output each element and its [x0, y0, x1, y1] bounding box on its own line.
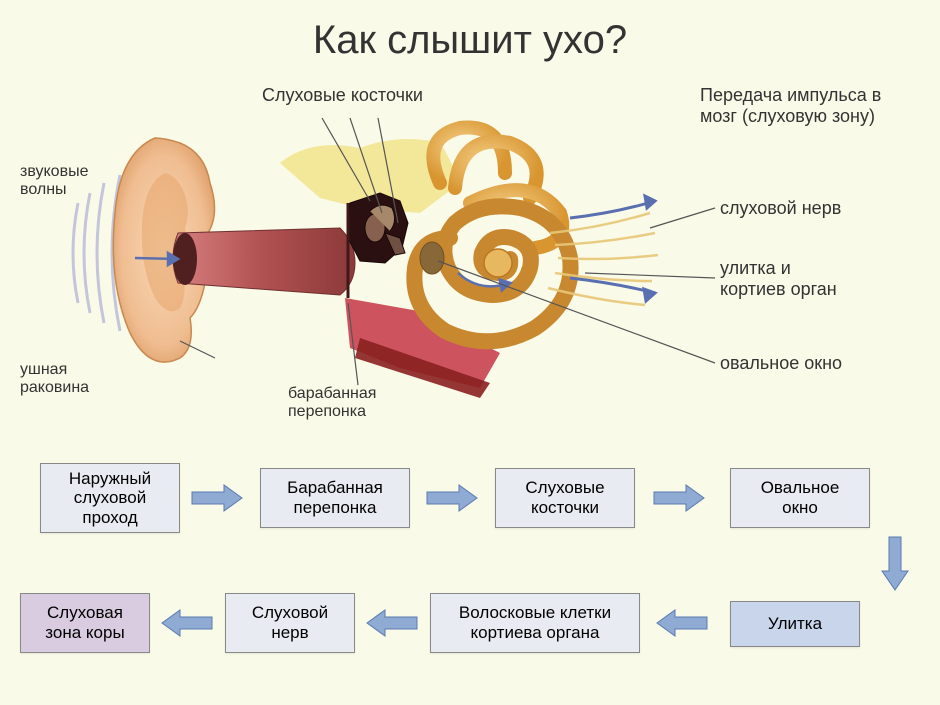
- label-sound-waves: звуковые волны: [20, 163, 88, 200]
- flow-box-nerve: Слуховой нерв: [225, 593, 355, 653]
- label-ossicles: Слуховые косточки: [262, 85, 423, 106]
- flow-box-cochlea: Улитка: [730, 601, 860, 647]
- arrow-left-icon: [365, 608, 419, 638]
- arrow-left-icon: [655, 608, 709, 638]
- ear-illustration: [60, 83, 680, 423]
- arrow-right-icon: [425, 483, 479, 513]
- flow-box-ossicles: Слуховые косточки: [495, 468, 635, 528]
- flow-box-canal: Наружный слуховой проход: [40, 463, 180, 533]
- label-oval-window: овальное окно: [720, 353, 842, 374]
- flow-box-cortex: Слуховая зона коры: [20, 593, 150, 653]
- arrow-down-icon: [880, 535, 910, 593]
- flow-box-haircells: Волосковые клетки кортиева органа: [430, 593, 640, 653]
- label-cochlea-corti: улитка и кортиев орган: [720, 258, 837, 299]
- label-eardrum: барабанная перепонка: [288, 385, 376, 422]
- flow-box-oval-window: Овальное окно: [730, 468, 870, 528]
- label-pinna: ушная раковина: [20, 361, 89, 398]
- label-nerve: слуховой нерв: [720, 198, 841, 219]
- page-title: Как слышит ухо?: [0, 0, 940, 73]
- arrow-right-icon: [190, 483, 244, 513]
- ear-diagram: звуковые волны ушная раковина Слуховые к…: [0, 73, 940, 453]
- flow-diagram: Наружный слуховой проход Барабанная пере…: [0, 453, 940, 688]
- arrow-left-icon: [160, 608, 214, 638]
- label-impulse: Передача импульса в мозг (слуховую зону): [700, 85, 881, 126]
- arrow-right-icon: [652, 483, 706, 513]
- flow-box-eardrum: Барабанная перепонка: [260, 468, 410, 528]
